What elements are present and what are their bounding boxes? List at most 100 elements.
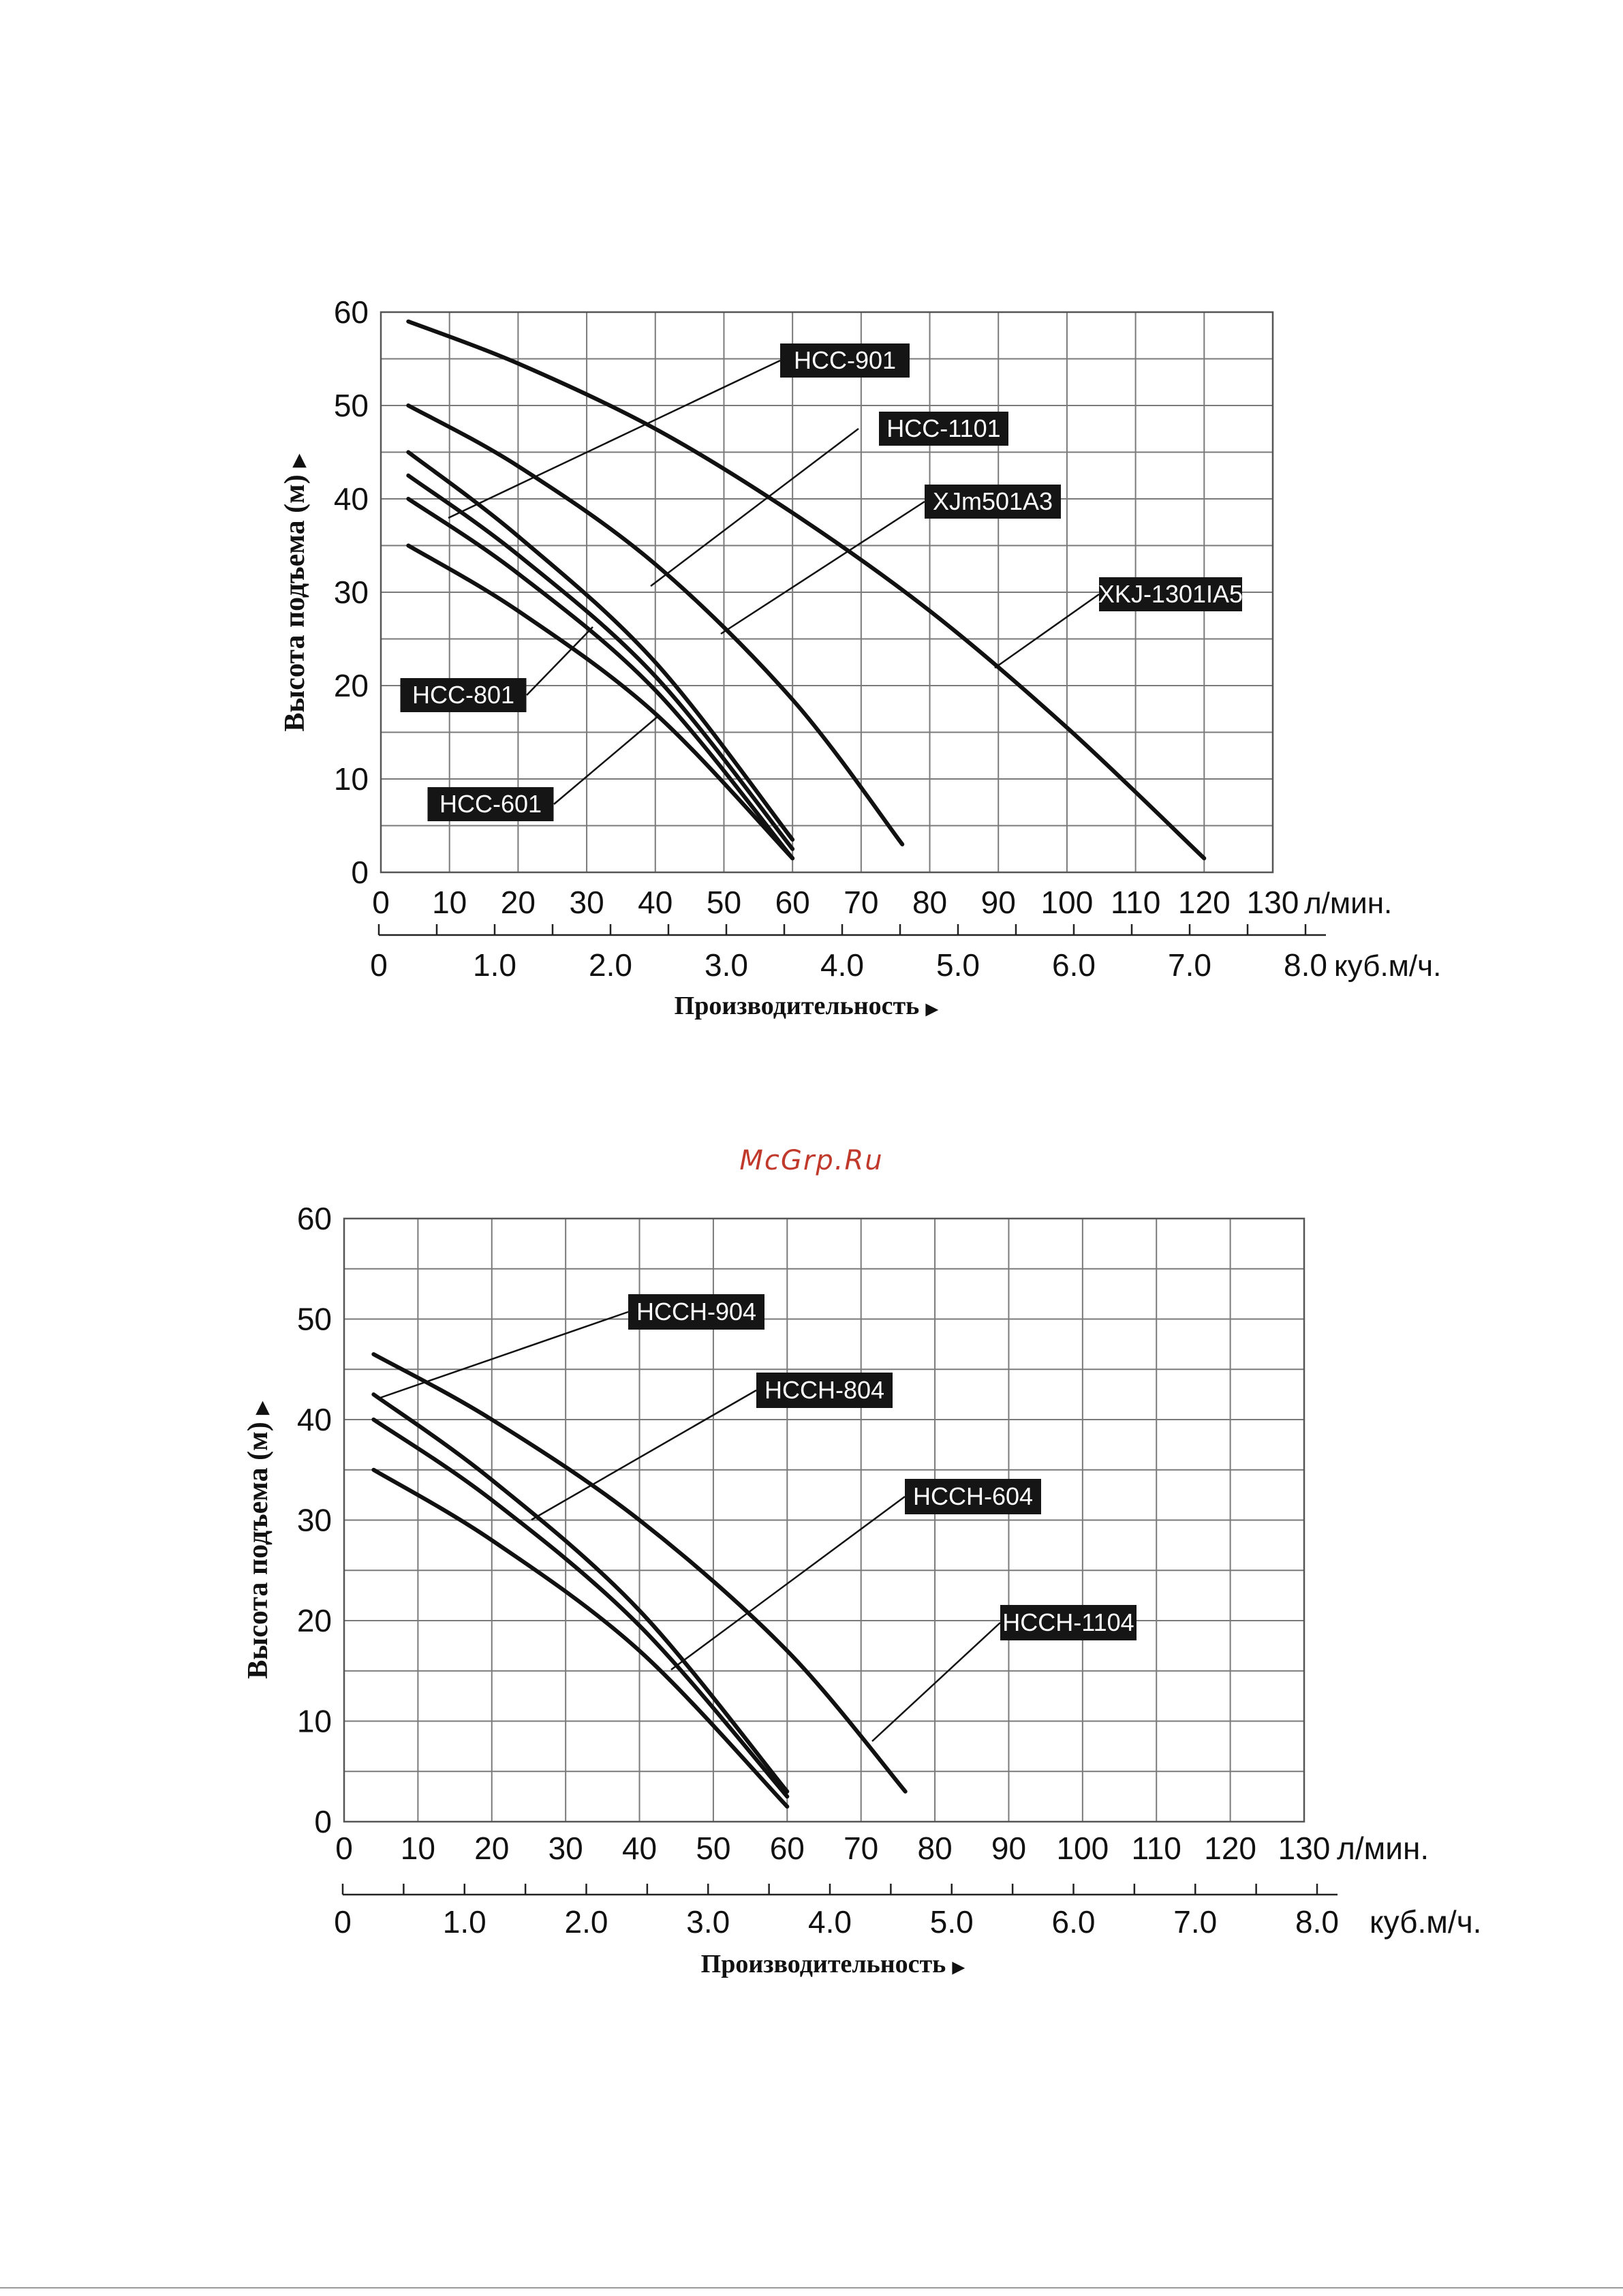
top-x-tick-50: 50 bbox=[707, 885, 741, 920]
bottom-x2-tick-6: 6.0 bbox=[1052, 1904, 1096, 1940]
bottom-x-tick-110: 110 bbox=[1132, 1831, 1181, 1866]
bottom-curve-hcch-804 bbox=[371, 1418, 790, 1799]
top-leader-hcc-801 bbox=[526, 626, 593, 696]
bottom-x-tick-30: 30 bbox=[548, 1831, 583, 1866]
bottom-badge-text-hcch-904: HCCH-904 bbox=[636, 1298, 756, 1326]
top-y-tick-60: 60 bbox=[334, 294, 369, 330]
bottom-label-hcch-904: HCCH-904 bbox=[377, 1294, 764, 1400]
bottom-x2-tick-3: 3.0 bbox=[686, 1904, 730, 1940]
bottom-x2-unit: куб.м/ч. bbox=[1370, 1904, 1481, 1940]
bottom-badge-text-hcch-1104: HCCH-1104 bbox=[1002, 1608, 1134, 1636]
top-x2-tick-4: 4.0 bbox=[820, 947, 864, 983]
bottom-series bbox=[371, 1352, 908, 1809]
top-x2-tick-5: 5.0 bbox=[936, 947, 980, 983]
top-x-tick-80: 80 bbox=[912, 885, 947, 920]
bottom-grid bbox=[343, 1218, 1305, 1822]
bottom-y-tick-40: 40 bbox=[297, 1402, 332, 1437]
top-y-tick-50: 50 bbox=[334, 388, 369, 423]
top-label-hcc-801: HCC-801 bbox=[400, 626, 593, 712]
bottom-label-hcch-604: HCCH-604 bbox=[670, 1479, 1041, 1671]
bottom-curve-hcch-904 bbox=[371, 1392, 790, 1794]
bottom-badge-text-hcch-604: HCCH-604 bbox=[913, 1482, 1033, 1510]
top-badge-xkj-1301ia5 bbox=[1099, 577, 1242, 611]
top-leader-hcc-901 bbox=[448, 359, 781, 519]
bottom-x2-tick-8: 8.0 bbox=[1295, 1904, 1339, 1940]
top-leader-xkj-1301ia5 bbox=[994, 593, 1100, 669]
bottom-x2-tick-7: 7.0 bbox=[1173, 1904, 1217, 1940]
bottom-y-tick-10: 10 bbox=[297, 1704, 332, 1739]
bottom-x-tick-10: 10 bbox=[401, 1831, 435, 1866]
bottom-x-tick-70: 70 bbox=[844, 1831, 878, 1866]
top-badge-hcc-1101 bbox=[879, 412, 1008, 446]
bottom-x-tick-80: 80 bbox=[917, 1831, 952, 1866]
top-curve-hcc-801 bbox=[406, 473, 795, 851]
top-x2-tick-8: 8.0 bbox=[1284, 947, 1327, 983]
bottom-y-axis-label: Высота подъема (м) ▶ bbox=[243, 1400, 274, 1679]
top-badge-text-xkj-1301ia5: XKJ-1301IA5 bbox=[1098, 580, 1243, 608]
bottom-badge-hcch-604 bbox=[905, 1479, 1041, 1514]
bottom-x-tick-60: 60 bbox=[770, 1831, 805, 1866]
bottom-badge-hcch-804 bbox=[756, 1373, 893, 1408]
top-badge-hcc-801 bbox=[400, 678, 527, 712]
top-y-tick-40: 40 bbox=[334, 481, 369, 517]
bottom-x-unit: л/мин. bbox=[1337, 1831, 1429, 1866]
top-x-tick-10: 10 bbox=[432, 885, 467, 920]
top-y-tick-20: 20 bbox=[334, 668, 369, 703]
top-label-hcc-901: HCC-901 bbox=[448, 343, 910, 519]
top-x2-tick-2: 2.0 bbox=[589, 947, 632, 983]
top-plot-frame bbox=[380, 311, 1274, 874]
top-y-tick-30: 30 bbox=[334, 575, 369, 610]
top-y-axis-label: Высота подъема (м) ▶ bbox=[279, 453, 311, 732]
bottom-leader-hcch-904 bbox=[377, 1311, 629, 1400]
top-x2-tick-3: 3.0 bbox=[705, 947, 748, 983]
bottom-x-tick-90: 90 bbox=[991, 1831, 1026, 1866]
top-curve-xkj-1301ia5 bbox=[406, 319, 1207, 861]
top-x-tick-120: 120 bbox=[1178, 885, 1231, 920]
bottom-x-tick-50: 50 bbox=[696, 1831, 730, 1866]
top-x2-tick-6: 6.0 bbox=[1052, 947, 1096, 983]
top-x-axis-label: Производительность ▶ bbox=[675, 992, 939, 1020]
bottom-badge-hcch-904 bbox=[628, 1294, 764, 1330]
bottom-x2-tick-0: 0 bbox=[334, 1904, 352, 1940]
bottom-curve-hcch-604 bbox=[371, 1467, 790, 1809]
top-x2-tick-7: 7.0 bbox=[1168, 947, 1211, 983]
bottom-x-tick-0: 0 bbox=[335, 1831, 353, 1866]
bottom-x-arrow-icon: ▶ bbox=[952, 1959, 965, 1976]
top-x-tick-110: 110 bbox=[1111, 885, 1160, 920]
top-leader-xjm501a3 bbox=[720, 500, 925, 635]
top-curve-xjm501a3 bbox=[406, 497, 795, 861]
bottom-x2-tick-5: 5.0 bbox=[930, 1904, 974, 1940]
bottom-x2-tick-1: 1.0 bbox=[443, 1904, 486, 1940]
bottom-y-tick-60: 60 bbox=[297, 1201, 332, 1236]
bottom-y-tick-30: 30 bbox=[297, 1503, 332, 1538]
bottom-leader-hcch-804 bbox=[531, 1389, 757, 1521]
top-x-tick-100: 100 bbox=[1041, 885, 1094, 920]
top-x2-tick-1: 1.0 bbox=[473, 947, 516, 983]
top-x-tick-30: 30 bbox=[569, 885, 604, 920]
top-curve-hcc-901 bbox=[406, 403, 905, 846]
top-y-tick-10: 10 bbox=[334, 761, 369, 797]
top-badge-text-hcc-1101: HCC-1101 bbox=[886, 414, 1000, 442]
bottom-label-hcch-1104: HCCH-1104 bbox=[871, 1605, 1137, 1742]
bottom-y-tick-0: 0 bbox=[314, 1804, 332, 1839]
top-badge-text-hcc-601: HCC-601 bbox=[439, 790, 542, 818]
top-x-unit: л/мин. bbox=[1304, 887, 1392, 920]
bottom-y-arrow-icon: ▶ bbox=[253, 1400, 271, 1415]
top-x-tick-40: 40 bbox=[638, 885, 673, 920]
bottom-badge-hcch-1104 bbox=[1000, 1605, 1137, 1640]
watermark: McGrp.Ru bbox=[739, 1145, 884, 1176]
top-x-tick-130: 130 bbox=[1247, 885, 1299, 920]
bottom-badge-text-hcch-804: HCCH-804 bbox=[764, 1376, 884, 1404]
bottom-x-tick-120: 120 bbox=[1204, 1831, 1256, 1866]
top-leader-hcc-1101 bbox=[650, 428, 859, 587]
top-label-xjm501a3: XJm501A3 bbox=[720, 485, 1061, 635]
top-badge-hcc-601 bbox=[427, 787, 554, 821]
bottom-label-hcch-804: HCCH-804 bbox=[531, 1373, 893, 1521]
bottom-y-tick-50: 50 bbox=[297, 1302, 332, 1337]
top-curve-hcc-601 bbox=[406, 543, 795, 861]
top-y-arrow-icon: ▶ bbox=[290, 453, 308, 468]
bottom-curve-hcch-1104 bbox=[371, 1352, 908, 1794]
top-x-tick-20: 20 bbox=[501, 885, 536, 920]
top-x-tick-0: 0 bbox=[372, 885, 390, 920]
